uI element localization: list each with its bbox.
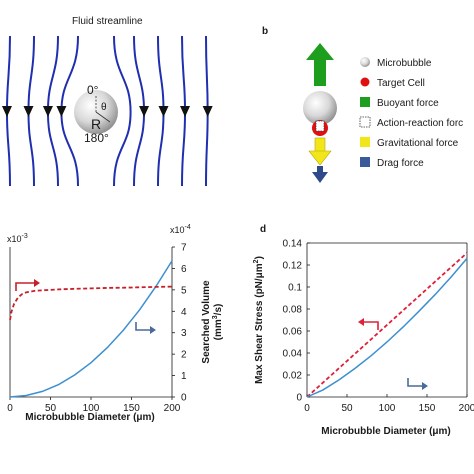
y-right-tick-label-c: 0	[181, 393, 187, 404]
y-tick-label-d: 0.08	[283, 305, 303, 316]
action-reaction-marker	[315, 120, 325, 132]
flow-arrowhead	[139, 106, 150, 117]
x-tick-label-c: 0	[7, 403, 13, 414]
x-tick-label-d: 50	[341, 403, 353, 414]
flow-arrowhead	[1, 106, 12, 117]
gravitational-force-arrow	[308, 137, 332, 166]
flow-arrowhead	[23, 106, 34, 117]
legend-b: Microbubble Target Cell Buoyant force Actio…	[359, 57, 463, 169]
red-series-line-d	[306, 252, 468, 398]
radius-line	[95, 111, 111, 123]
legend-label: Action-reaction forc	[377, 118, 463, 129]
panel-a-title: Fluid streamline	[72, 16, 143, 27]
flow-arrowhead	[56, 106, 67, 117]
legend-label: Buoyant force	[377, 98, 439, 109]
flow-arrowhead	[202, 106, 213, 117]
buoyant-force-arrow	[306, 43, 334, 86]
red-series-line-c	[9, 285, 173, 321]
blue-series-line-c	[9, 260, 173, 398]
y-right-tick-label-c: 7	[181, 243, 187, 254]
y-tick-label-d: 0.04	[283, 349, 303, 360]
legend-microbubble-icon	[360, 57, 370, 67]
y-right-tick-label-c: 3	[181, 328, 187, 339]
legend-action-reaction-icon	[359, 116, 371, 128]
x-tick-label-d: 0	[304, 403, 310, 414]
red-indicator-head-c	[34, 279, 40, 287]
y-axis-units-right-c: (mm3/s)	[212, 304, 224, 341]
flow-arrowhead	[180, 106, 191, 117]
streamline	[113, 35, 132, 187]
flow-arrowhead	[42, 106, 53, 117]
blue-indicator-head-c	[150, 326, 156, 334]
blue-indicator-head-d	[422, 382, 428, 390]
legend-target-cell-icon	[360, 77, 370, 87]
y-tick-label-d: 0.14	[283, 239, 303, 250]
y-tick-label-d: 0.1	[288, 283, 302, 294]
legend-label: Gravitational force	[377, 138, 459, 149]
x-tick-label-c: 150	[123, 403, 140, 414]
y-right-tick-label-c: 2	[181, 350, 187, 361]
legend-label: Drag force	[377, 158, 424, 169]
legend-label: Target Cell	[377, 78, 425, 89]
y-tick-label-d: 0.02	[283, 371, 303, 382]
y-right-tick-label-c: 1	[181, 371, 187, 382]
red-indicator-d	[362, 321, 379, 330]
panel-a: Fluid streamline 0° θ R 180°	[1, 16, 213, 187]
y-right-tick-label-c: 6	[181, 264, 187, 275]
left-multiplier-c: x10-3	[7, 233, 28, 244]
x-tick-label-d: 100	[379, 403, 396, 414]
x-tick-label-c: 50	[45, 403, 57, 414]
drag-force-arrow	[312, 166, 328, 183]
blue-axis-indicator-c	[135, 322, 152, 331]
y-tick-label-d: 0	[296, 393, 302, 404]
radius-label: R	[91, 116, 101, 132]
panel-d: d Max Shear Stress (pN/μm2) Microbubble …	[253, 224, 474, 437]
panel-b-label: b	[262, 26, 268, 37]
x-tick-label-d: 150	[419, 403, 436, 414]
y-tick-label-d: 0.06	[283, 327, 303, 338]
y-axis-title-right-c: Searched Volume	[201, 280, 212, 364]
flow-arrowhead	[158, 106, 169, 117]
red-indicator-head-d	[358, 318, 364, 326]
blue-series-line-d	[306, 257, 468, 398]
x-tick-label-d: 200	[459, 403, 474, 414]
theta-label: θ	[101, 102, 107, 113]
panel-d-label: d	[260, 224, 266, 235]
y-tick-label-d: 0.12	[283, 261, 303, 272]
blue-indicator-d	[407, 378, 424, 387]
panel-b: b Microbubble Target Cell Buoyant force Act…	[262, 26, 463, 183]
legend-label: Microbubble	[377, 58, 432, 69]
angle-top-label: 0°	[87, 83, 99, 97]
legend-force-icon	[360, 137, 370, 147]
legend-force-icon	[360, 97, 370, 107]
microbubble-b	[303, 91, 337, 125]
y-right-tick-label-c: 4	[181, 307, 187, 318]
right-multiplier-c: x10-4	[170, 224, 191, 235]
x-tick-label-c: 200	[164, 403, 181, 414]
y-right-tick-label-c: 5	[181, 285, 187, 296]
angle-bottom-label: 180°	[84, 131, 109, 145]
y-axis-title-d: Max Shear Stress (pN/μm2)	[253, 256, 265, 384]
x-axis-title-c: Microbubble Diameter (μm)	[25, 412, 154, 423]
red-axis-indicator-c	[15, 282, 36, 291]
streamlines	[1, 35, 213, 187]
x-tick-label-c: 100	[83, 403, 100, 414]
legend-force-icon	[360, 157, 370, 167]
panel-c: x10-3 x10-4 Searched Volume (mm3/s) Micr…	[7, 224, 224, 423]
x-axis-title-d: Microbubble Diameter (μm)	[321, 426, 450, 437]
